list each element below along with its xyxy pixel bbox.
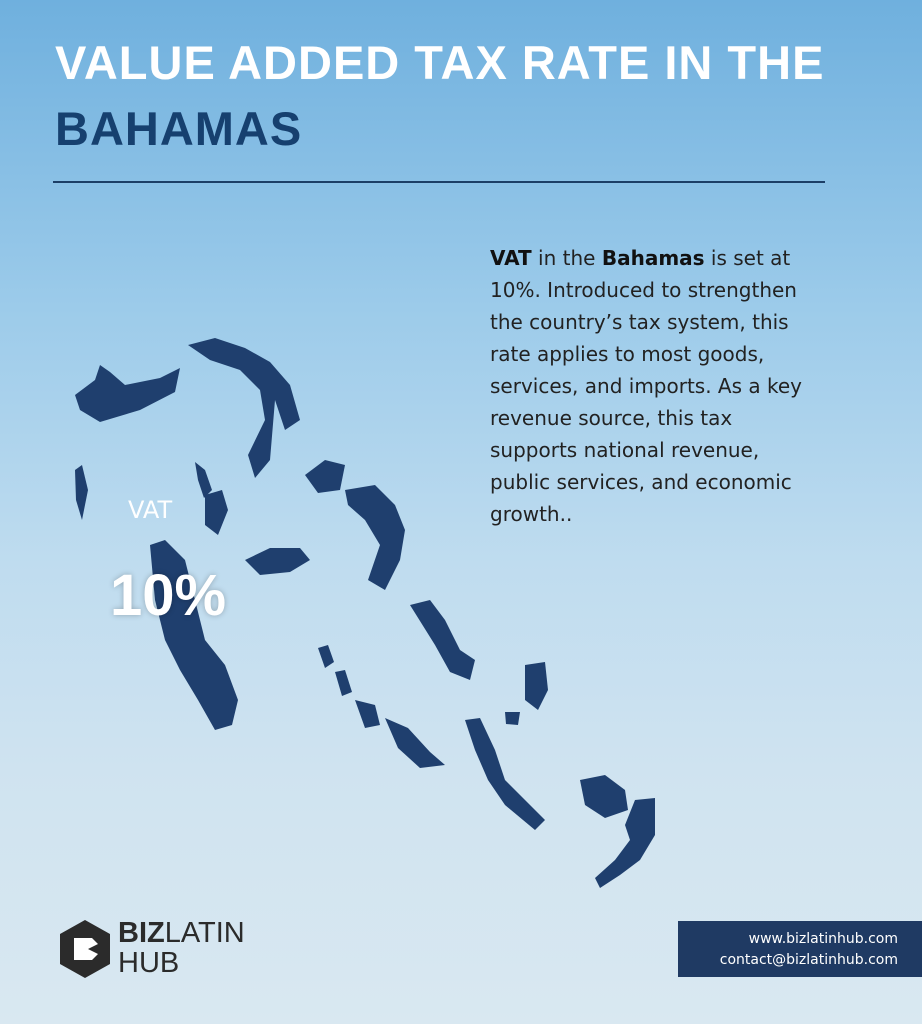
title-line: VALUE ADDED TAX RATE IN THE	[55, 36, 825, 89]
highlight-value: 10%	[110, 563, 227, 628]
logo-text: BIZLATIN HUB	[118, 918, 245, 978]
logo-part: HUB	[118, 947, 180, 979]
logo-part: BIZ	[118, 917, 165, 949]
title-line: BAHAMAS	[55, 102, 303, 155]
logo-icon	[60, 920, 110, 978]
divider	[53, 181, 825, 183]
highlight-label: VAT	[128, 496, 173, 524]
description: VAT in the Bahamas is set at 10%. Introd…	[490, 242, 820, 530]
logo-part: LATIN	[164, 917, 245, 949]
text-span: is set at 10%. Introduced to strengthen …	[490, 246, 803, 526]
website[interactable]: www.bizlatinhub.com	[748, 931, 898, 947]
title: VALUE ADDED TAX RATE IN THE BAHAMAS	[55, 30, 824, 162]
email[interactable]: contact@bizlatinhub.com	[719, 952, 898, 968]
text-span: Bahamas	[601, 246, 705, 270]
contact-box: www.bizlatinhub.com contact@bizlatinhub.…	[678, 921, 922, 977]
text-span: in the	[531, 246, 602, 270]
text-span: VAT	[490, 246, 532, 270]
